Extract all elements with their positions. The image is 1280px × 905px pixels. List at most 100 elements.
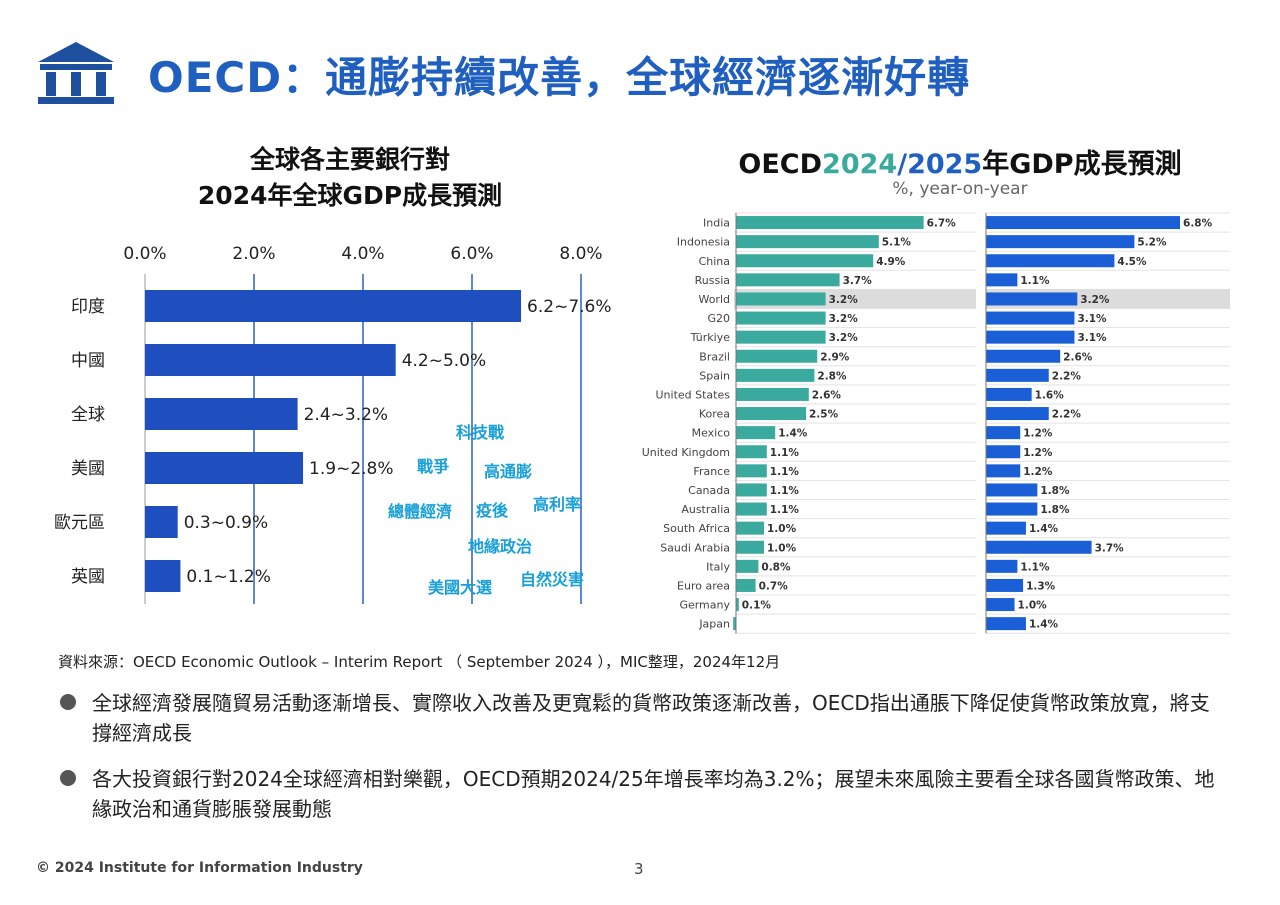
bar-value-label: 4.5%	[1117, 256, 1147, 268]
bar-value-label: 1.2%	[1023, 428, 1053, 440]
bar-value-label: 1.4%	[1029, 523, 1059, 535]
country-label: Korea	[699, 408, 730, 421]
bar-2025	[986, 311, 1075, 325]
bar-2024	[736, 292, 826, 306]
bullet-item: 全球經濟發展隨貿易活動逐漸增長、實際收入改善及更寬鬆的貨幣政策逐漸改善，OECD…	[60, 688, 1240, 752]
bar-2025	[986, 445, 1021, 459]
bar-value-label: 4.9%	[876, 256, 906, 268]
bar	[145, 506, 178, 538]
bar-value-label: 3.2%	[829, 294, 859, 306]
bar-2024	[736, 235, 879, 249]
country-label: Mexico	[692, 427, 731, 440]
bar-value-label: 1.2%	[1023, 447, 1053, 459]
bar-value-label: 6.8%	[1183, 218, 1213, 230]
x-tick-label: 6.0%	[450, 244, 493, 264]
country-label: India	[703, 217, 730, 230]
country-label: Russia	[695, 274, 730, 287]
country-label: United Kingdom	[642, 446, 730, 459]
country-label: Indonesia	[677, 236, 730, 249]
bar-2025	[986, 235, 1135, 249]
bullet-text: 各大投資銀行對2024全球經濟相對樂觀，OECD預期2024/25年增長率均為3…	[92, 767, 1215, 821]
right-chart-title-year2: 2025	[907, 149, 983, 180]
bar-value-label: 1.2%	[1023, 466, 1053, 478]
right-chart-subtitle: %, year-on-year	[892, 179, 1028, 199]
country-label: South Africa	[663, 522, 730, 535]
bar-value-label: 1.0%	[767, 523, 797, 535]
bar-value-label: 3.7%	[1095, 542, 1125, 554]
category-label: 英國	[71, 567, 105, 587]
bullet-dot-icon	[60, 694, 76, 710]
risk-keyword: 高通膨	[484, 462, 532, 481]
x-tick-label: 0.0%	[123, 244, 166, 264]
bullet-dot-icon	[60, 770, 76, 786]
bar-2025	[986, 598, 1015, 612]
category-label: 全球	[71, 405, 105, 425]
bar-value-label: 2.2%	[1052, 370, 1082, 382]
bar-value-label: 2.9%	[820, 351, 850, 363]
left-chart-title-line2: 2024年全球GDP成長預測	[197, 181, 503, 210]
country-label: Australia	[681, 503, 730, 516]
risk-keyword: 地緣政治	[468, 537, 532, 556]
bar-value-label: 1.8%	[1040, 485, 1070, 497]
country-label: Italy	[706, 560, 730, 573]
x-tick-label: 8.0%	[559, 244, 602, 264]
bar-value-label: 2.6%	[1063, 351, 1093, 363]
country-label: China	[699, 255, 730, 268]
bar	[145, 452, 304, 484]
bar-value-label: 6.7%	[927, 218, 957, 230]
bar-2024	[736, 216, 924, 230]
bar-2025	[986, 273, 1018, 287]
bar-2025	[986, 292, 1078, 306]
right-chart-title-year1: 2024	[822, 149, 898, 180]
bar-2025	[986, 578, 1024, 592]
bar-2024	[736, 311, 826, 325]
bar-2024	[736, 598, 739, 612]
risk-keyword: 總體經濟	[388, 502, 452, 521]
bar-2025	[986, 617, 1026, 631]
bar-value-label: 1.0%	[767, 542, 797, 554]
bullet-item: 各大投資銀行對2024全球經濟相對樂觀，OECD預期2024/25年增長率均為3…	[60, 764, 1240, 828]
bar-value-label: 1.4%	[778, 428, 808, 440]
right-chart-title: OECD2024/2025年GDP成長預測	[640, 142, 1280, 181]
category-label: 中國	[71, 351, 105, 371]
bar-value-label: 1.6%	[1035, 389, 1065, 401]
bar	[145, 290, 522, 322]
bar-value-label: 1.4%	[1029, 619, 1059, 631]
bar-value-label: 1.1%	[770, 466, 800, 478]
bar-2025	[986, 483, 1038, 497]
left-bar-chart: 0.0% 2.0% 4.0% 6.0% 8.0% 印度 6.2~7.6% 中國 4.2~5.0%…	[54, 244, 612, 604]
bar-value-label: 2.6%	[812, 389, 842, 401]
bar-2024	[736, 254, 874, 268]
bar-2024	[736, 349, 818, 363]
bar-value-label: 1.1%	[770, 504, 800, 516]
bar	[145, 560, 181, 592]
bar-value-label: 3.2%	[829, 313, 859, 325]
category-label: 印度	[71, 297, 105, 317]
bar-value-label: 3.7%	[843, 275, 873, 287]
bar-value-label: 6.2~7.6%	[527, 297, 611, 317]
bar-value-label: 3.2%	[1080, 294, 1110, 306]
x-tick-label: 4.0%	[341, 244, 384, 264]
bar-2024	[736, 426, 776, 440]
bar-2024	[736, 521, 764, 535]
bar-2025	[986, 521, 1026, 535]
bar-value-label: 2.2%	[1052, 409, 1082, 421]
bar-value-label: 2.5%	[809, 409, 839, 421]
risk-keyword: 高利率	[533, 495, 581, 514]
bar-2024	[736, 445, 767, 459]
bar-2024	[736, 559, 759, 573]
risk-keyword: 美國大選	[428, 578, 492, 597]
bar-value-label: 3.2%	[829, 332, 859, 344]
bar-value-label: 5.2%	[1137, 237, 1167, 249]
right-bar-chart: India Indonesia China Russia World G20 Türkiye…	[642, 212, 1230, 634]
bullet-text: 全球經濟發展隨貿易活動逐漸增長、實際收入改善及更寬鬆的貨幣政策逐漸改善，OECD…	[92, 691, 1210, 745]
bar-2025	[986, 368, 1049, 382]
bar	[145, 398, 298, 430]
bar-2024	[736, 387, 809, 401]
bar-2025	[986, 254, 1115, 268]
bar-2024	[736, 483, 767, 497]
bar-value-label: 0.1%	[742, 600, 772, 612]
country-label: G20	[707, 312, 730, 325]
bar-2025	[986, 330, 1075, 344]
bar-2024	[736, 578, 756, 592]
